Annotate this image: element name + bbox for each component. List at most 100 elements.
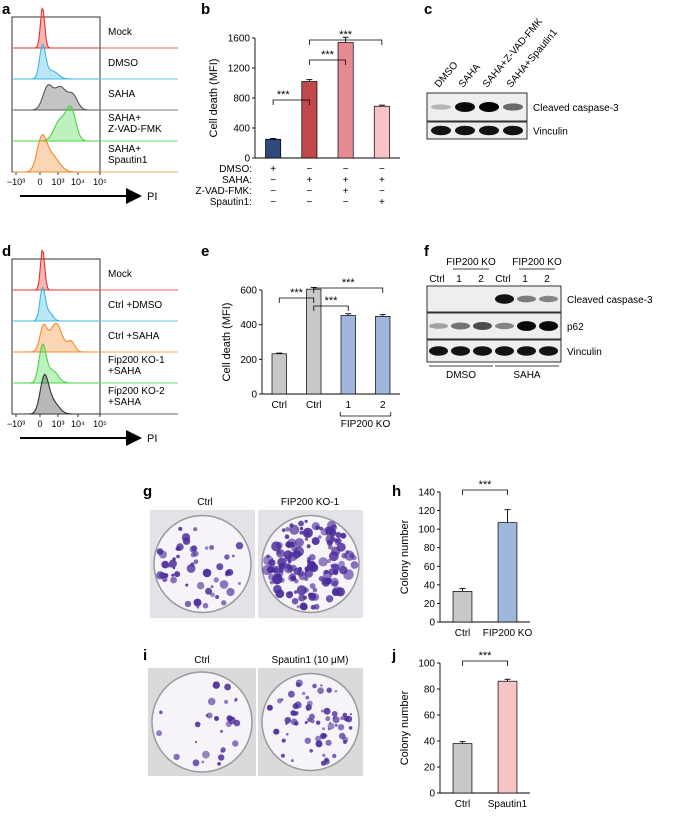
y-tick-label: 80	[424, 685, 436, 696]
y-tick-label: 600	[240, 286, 257, 297]
condition-label: Spautin1:	[210, 197, 252, 208]
blot-strip	[426, 339, 562, 363]
colony	[342, 736, 349, 743]
colony	[266, 565, 275, 574]
colony	[220, 750, 224, 753]
colony	[220, 729, 223, 733]
colony	[224, 683, 232, 691]
colony	[226, 587, 235, 597]
colony	[263, 555, 274, 566]
colony	[214, 716, 219, 721]
blot-lane-label: 1	[522, 274, 528, 285]
y-tick-label: 100	[418, 525, 435, 536]
blot-lane-label: Ctrl	[429, 274, 445, 285]
bar-chart-b: 0 400 800 1200 1600 Cell death (MFI) *** *** ***…	[196, 29, 400, 208]
colony	[296, 682, 299, 686]
y-tick-label: 0	[429, 789, 435, 800]
flow-tick-label: 10⁴	[71, 419, 85, 429]
blot-band	[451, 322, 470, 330]
colony	[327, 722, 335, 730]
colony	[238, 582, 241, 585]
panel-label-g: g	[143, 483, 152, 500]
colony	[302, 691, 306, 696]
colony	[317, 687, 324, 694]
blot-band	[455, 125, 475, 136]
colony	[315, 740, 323, 748]
colony	[306, 544, 311, 549]
colony	[284, 534, 290, 539]
colony	[345, 715, 353, 723]
colony	[325, 595, 334, 603]
colony	[311, 561, 316, 566]
colony	[185, 583, 189, 587]
colony	[294, 538, 304, 547]
colony	[337, 724, 345, 731]
colony	[207, 697, 216, 706]
condition-label: DMSO:	[219, 164, 252, 175]
blot-band	[455, 102, 475, 112]
condition-label: SAHA:	[222, 175, 252, 186]
panel-label-f: f	[424, 243, 430, 260]
colony	[331, 546, 341, 556]
blot-group-header: FIP200 KO	[446, 257, 496, 268]
y-tick-label: 800	[233, 94, 250, 105]
colony	[234, 698, 238, 702]
condition-mark: −	[270, 175, 276, 186]
colony	[311, 537, 320, 546]
colony	[340, 532, 347, 539]
y-tick-label: 20	[424, 763, 436, 774]
colony	[325, 534, 335, 544]
colony	[184, 600, 192, 608]
y-tick-label: 400	[240, 320, 257, 331]
condition-mark: −	[270, 197, 276, 208]
blot-strip	[426, 121, 528, 140]
colony	[316, 720, 321, 725]
category-label: Ctrl	[455, 628, 471, 639]
colony	[190, 552, 196, 558]
colony	[320, 732, 327, 740]
flow-track-label: Fip200 KO-1 +SAHA	[108, 355, 165, 377]
category-label: Ctrl	[271, 400, 287, 411]
blot-group-header: FIP200 KO	[512, 257, 562, 268]
colony	[196, 606, 200, 609]
condition-mark: −	[306, 164, 312, 175]
colony	[159, 710, 163, 715]
bar	[271, 353, 287, 395]
flow-tick-label: 10³	[51, 177, 64, 187]
significance-bracket	[462, 489, 508, 495]
condition-mark: +	[379, 175, 385, 186]
significance-bracket	[278, 297, 315, 303]
bar	[301, 81, 318, 159]
colony	[212, 681, 220, 689]
significance-label: ***	[479, 650, 493, 662]
colony	[332, 753, 337, 759]
blot-lane-label: 2	[544, 274, 550, 285]
colony	[291, 545, 298, 552]
colony	[293, 721, 299, 726]
flow-tick-label: 10³	[51, 419, 64, 429]
condition-mark: −	[306, 186, 312, 197]
y-axis-label: Colony number	[399, 519, 411, 594]
colony	[269, 580, 275, 585]
colony	[343, 569, 354, 580]
treatment-label: SAHA	[513, 370, 541, 381]
colony	[298, 520, 304, 527]
group-label: FIP200 KO	[341, 419, 391, 430]
colony	[287, 559, 292, 564]
colony	[209, 545, 215, 550]
blot-band	[431, 125, 451, 136]
blot-lane-label: DMSO	[433, 60, 461, 90]
flow-tick-label: 0	[37, 419, 42, 429]
y-tick-label: 0	[244, 154, 250, 165]
colony	[156, 548, 164, 555]
colony	[216, 563, 224, 571]
category-label: 1	[345, 400, 351, 411]
flow-histogram	[14, 373, 98, 415]
blot-band	[495, 294, 514, 304]
condition-mark: +	[343, 175, 349, 186]
colony	[313, 603, 320, 610]
flow-track-label: SAHA+ Spautin1	[108, 144, 148, 166]
category-label: Ctrl	[306, 400, 322, 411]
colony	[210, 592, 215, 598]
